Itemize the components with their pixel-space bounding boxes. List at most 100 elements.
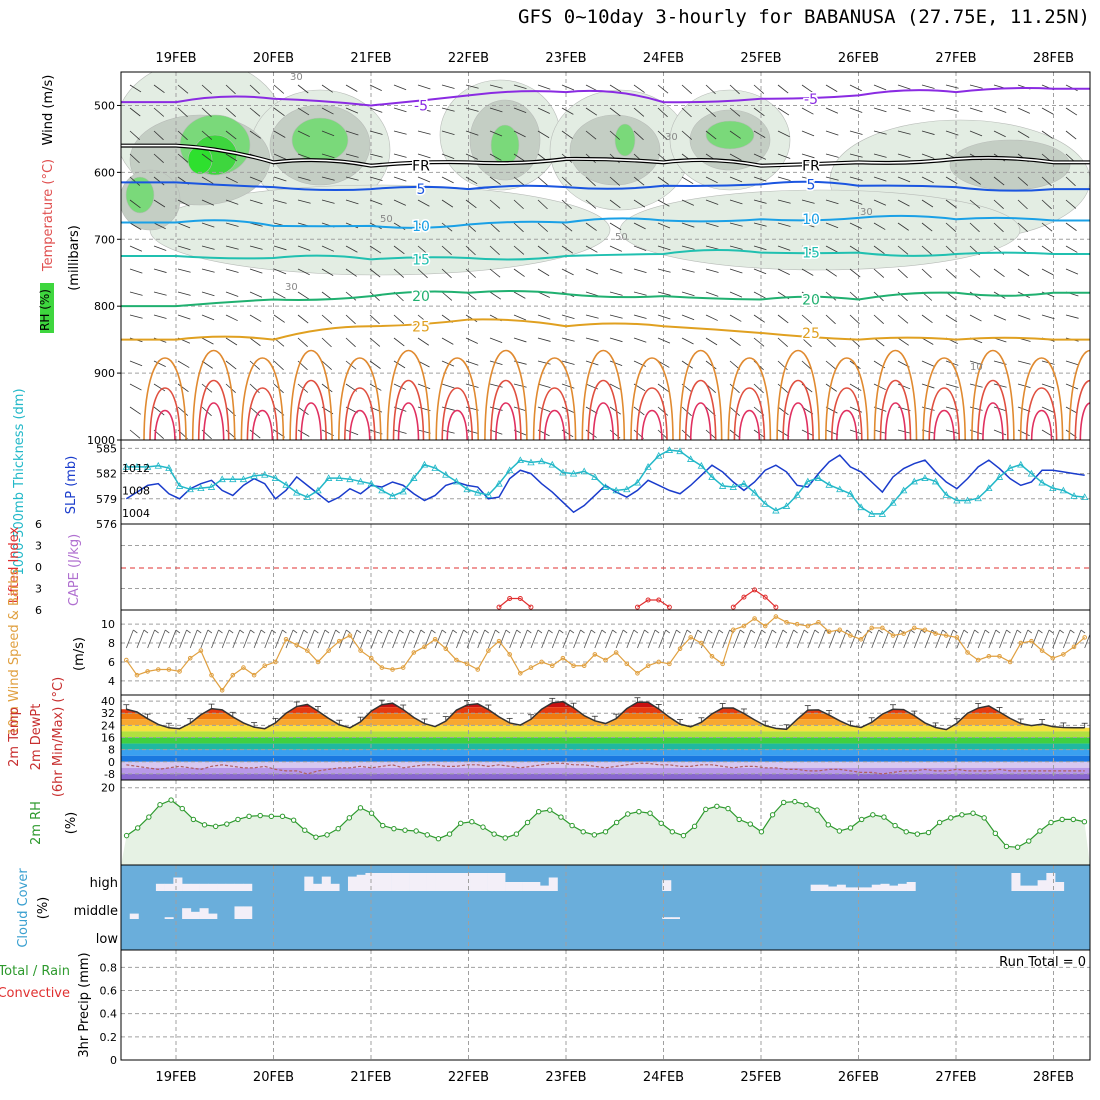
wind-barb-10m-flag [718,629,724,634]
boundary-layer-temp-contour [776,350,820,440]
wind-barb [1017,130,1030,138]
wind-barb [1017,383,1031,388]
wind-barb [801,107,814,115]
temp-unit-label: (6hr Min/Max) (°C) [51,677,66,797]
slp-marker [953,496,961,504]
wind-barb [417,130,431,135]
slp-marker [484,491,493,498]
wind-speed-marker [624,661,630,667]
wind-barb [897,383,911,390]
wind-barb [1065,130,1077,140]
rh-2m-marker [1081,819,1088,825]
cloud-bar-high [173,877,183,891]
wind-barb-10m-flag [207,629,213,634]
wind-barb-10m-flag [516,629,521,634]
slp-marker [463,485,471,493]
wind-barb [393,314,404,324]
wind-barb [465,383,479,388]
wind-barb [249,176,263,183]
wind-barb [1041,176,1052,187]
wind-speed-marker [656,659,662,665]
wind-barb [609,314,623,319]
wind-tick-label: 10 [101,618,115,631]
temp-tick-label: 8 [108,744,115,757]
wind-barb [225,268,239,273]
wind-barb [153,245,167,251]
wind-barb [585,291,599,297]
wind-barb-10m-flag [282,629,287,634]
rh-2m-marker [903,829,909,835]
wind-barb [129,222,142,230]
slp-marker [878,510,887,517]
wind-barb [1041,383,1055,389]
wind-barb [1065,406,1078,414]
wind-speed-marker [145,669,150,674]
wind-speed-marker [667,661,672,667]
wind-barb [681,130,693,140]
wind-barb [753,84,765,94]
wind-barb [225,130,237,140]
wind-barb-10m [732,629,741,649]
wind-barb [153,360,166,368]
wind-barb [969,199,981,209]
cloud-unit-label: (%) [36,897,51,920]
temperature-color-band [121,737,1090,744]
wind-speed-marker [826,629,832,635]
slp-marker [1059,486,1068,494]
slp-marker [1070,492,1078,499]
cloud-bar-middle [234,906,244,919]
temperature-contour-label: 20 [412,289,430,305]
wind-barb [321,84,333,93]
wind-barb [825,130,839,136]
wind-barb-10m [221,629,230,649]
wind-speed-marker [347,633,353,638]
wind-barb [153,314,167,319]
wind-barb [873,199,887,206]
cloud-bar-middle [243,906,253,919]
x-tick-label-bottom: 28FEB [1033,1070,1074,1085]
wind-barb [465,337,478,344]
rh-contour-label: 50 [380,214,393,225]
wind-barb [129,130,140,140]
cloud-level-label: middle [74,904,118,919]
cloud-bar-high [461,873,471,891]
lifted-index-marker [634,604,640,610]
wind-barb-10m-flag [548,629,553,634]
wind-speed-marker [890,633,896,638]
wind-barb-10m-flag [527,629,532,634]
boundary-layer-temp-contour [344,387,376,440]
wind-barb [1065,268,1079,275]
wind-barb-10m [541,629,549,649]
wind-barb [849,84,862,92]
wind-barb [489,360,503,366]
wind-barb [225,199,239,205]
wind-speed-marker [943,633,949,638]
boundary-layer-temp-contour [484,350,528,440]
cloud-bar-high [871,884,881,891]
wind-barb [489,153,502,161]
wind-barb [393,107,407,113]
temperature-contour-label: 20 [802,292,820,308]
wind-barb [993,222,1004,233]
temperature-contour-line [121,214,1090,229]
rh-2m-marker [368,810,375,816]
cloud-bar-high [810,884,820,891]
cloud-bar-high [400,873,410,891]
temperature-contour-label: 10 [412,219,430,235]
x-tick-label-top: 23FEB [545,51,586,66]
wind-barb [537,268,550,277]
wind-barb [369,268,381,278]
slp-marker [442,470,450,478]
rh-2m-marker [547,807,553,813]
boundary-layer-temp-contour [825,357,869,440]
wind-barb [993,199,1004,210]
wind-barb-10m [679,629,688,649]
wind-barb [441,383,455,389]
wind-barb-10m [328,629,337,649]
wind-barb [369,107,383,113]
wind-barb [225,360,237,370]
temperature-contour-line [121,87,1090,107]
slp-tick-label: 1008 [122,484,150,497]
wind-speed-marker [507,652,512,657]
wind-barb [681,268,695,273]
